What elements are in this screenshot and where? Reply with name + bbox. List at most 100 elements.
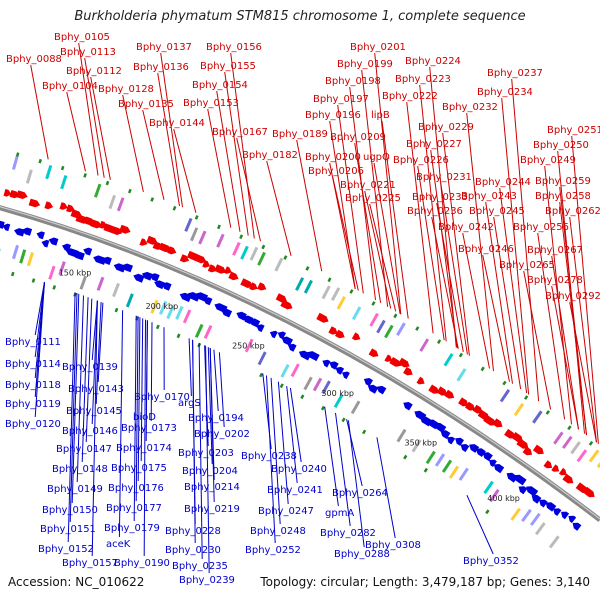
feature-block (483, 480, 494, 494)
feature-block (396, 322, 406, 336)
bottom-label-leader (69, 293, 78, 523)
top-label-leader (436, 202, 464, 352)
feature-block (280, 364, 290, 378)
top-gene-label: Bphy_0233 (412, 192, 468, 203)
forward-gene-arrow (202, 260, 211, 268)
bottom-gene-label: argS (178, 398, 201, 409)
bottom-label-leader (71, 293, 80, 504)
feature-block (596, 461, 600, 469)
bottom-label-leader (218, 352, 225, 428)
map-title: Burkholderia phymatum STM815 chromosome … (74, 9, 526, 24)
forward-gene-arrow (492, 418, 503, 428)
top-label-leader (501, 97, 530, 395)
bottom-gene-label: Bphy_0194 (188, 413, 244, 424)
forward-gene-arrow (316, 312, 329, 323)
marker-tick (423, 467, 428, 473)
forward-gene-arrow (389, 357, 401, 367)
top-gene-label: Bphy_0242 (438, 222, 494, 233)
feature-block (150, 299, 159, 314)
reverse-gene-arrow (83, 247, 93, 256)
top-label-leader (537, 232, 566, 420)
topology-summary: Topology: circular; Length: 3,479,187 bp… (260, 575, 590, 589)
bottom-label-leader (118, 310, 124, 538)
feature-block (108, 194, 116, 210)
feature-block (257, 251, 266, 266)
bottom-label-leader (289, 387, 302, 463)
top-gene-label: Bphy_0167 (212, 127, 268, 138)
reverse-gene-arrow (102, 256, 112, 265)
bottom-label-leader (95, 301, 102, 405)
forward-gene-arrow (249, 282, 258, 291)
top-gene-label: Bphy_0137 (136, 42, 192, 53)
feature-block (303, 279, 313, 294)
kbp-tick-label: 400 kbp (487, 494, 520, 503)
feature-block (274, 257, 284, 272)
top-gene-label: Bphy_0265 (499, 260, 555, 271)
feature-block (411, 439, 422, 453)
top-gene-label: Bphy_0245 (469, 206, 525, 217)
top-gene-label: Bphy_0278 (527, 275, 583, 286)
forward-gene-arrow (179, 254, 190, 263)
bottom-label-leader (192, 339, 196, 544)
feature-block (198, 230, 207, 245)
bottom-label-leader (140, 318, 144, 462)
feature-block (216, 233, 225, 248)
marker-tick (259, 372, 264, 378)
forward-gene-arrow (240, 278, 253, 288)
forward-gene-arrow (403, 366, 413, 376)
feature-block (333, 394, 344, 408)
top-label-leader (332, 176, 359, 291)
marker-tick (403, 454, 408, 460)
reverse-gene-arrow (329, 361, 339, 370)
feature-block (351, 306, 362, 321)
top-gene-label: Bphy_0144 (149, 118, 205, 129)
top-label-leader (329, 120, 356, 289)
top-label-leader (499, 187, 528, 394)
marker-tick (524, 395, 529, 400)
forward-gene-arrow (543, 460, 553, 469)
forward-gene-arrow (328, 326, 338, 335)
forward-gene-arrow (428, 384, 440, 394)
feature-block (535, 522, 546, 536)
top-label-leader (417, 165, 445, 341)
reverse-gene-arrow (553, 508, 562, 516)
bottom-label-leader (209, 347, 215, 503)
forward-gene-arrow (28, 198, 41, 208)
feature-block (190, 227, 199, 242)
reverse-gene-arrow (14, 228, 25, 237)
bottom-gene-label: Bphy_0203 (178, 448, 234, 459)
bottom-gene-label: Bphy_0152 (38, 544, 94, 555)
feature-block (0, 248, 1, 253)
forward-gene-arrow (444, 389, 455, 399)
top-gene-label: Bphy_0267 (527, 245, 583, 256)
marker-tick (588, 441, 594, 446)
bottom-gene-label: Bphy_0204 (182, 466, 238, 477)
forward-gene-arrow (562, 473, 574, 484)
bottom-gene-label: Bphy_0146 (62, 426, 118, 437)
feature-block (48, 265, 56, 280)
bottom-gene-label: Bphy_0240 (271, 464, 327, 475)
top-gene-label: Bphy_0237 (487, 68, 543, 79)
top-gene-label: Bphy_0198 (325, 76, 381, 87)
top-label-leader (431, 216, 459, 349)
bottom-gene-label: Bphy_0248 (250, 526, 306, 537)
top-gene-label: Bphy_0182 (242, 150, 298, 161)
forward-gene-arrow (89, 219, 102, 229)
bottom-label-leader (188, 338, 192, 397)
reverse-gene-arrow (203, 297, 213, 306)
top-gene-label: Bphy_0136 (133, 62, 189, 73)
marker-tick (83, 173, 87, 178)
top-label-leader (84, 57, 105, 178)
kbp-tick-label: 250 kbp (232, 342, 265, 351)
kbp-ticks: 150 kbp 200 kbp 250 kbp 300 kbp 350 kbp 400 k… (59, 269, 520, 504)
bottom-gene-label: Bphy_0157 (62, 558, 118, 569)
feature-block (458, 467, 469, 481)
top-gene-label: Bphy_0153 (183, 98, 239, 109)
top-label-leader (381, 120, 409, 319)
top-gene-label: Bphy_0209 (330, 132, 386, 143)
forward-gene-arrow (139, 238, 148, 246)
feature-block (369, 313, 379, 327)
top-gene-label: Bphy_0135 (118, 99, 174, 110)
top-gene-label: Bphy_0199 (337, 59, 393, 70)
